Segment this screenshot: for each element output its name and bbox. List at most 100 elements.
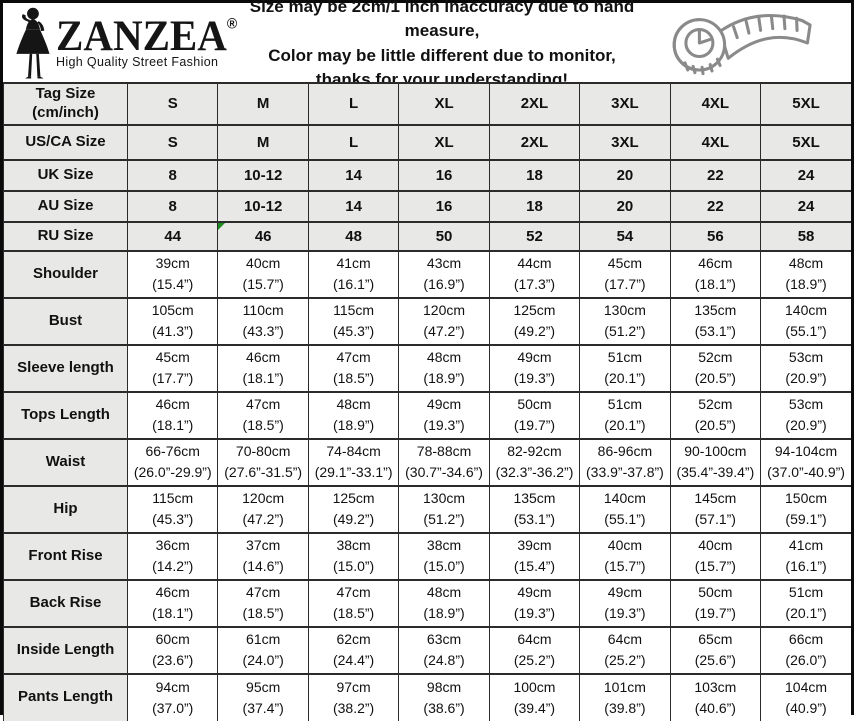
size-cell: 53cm (20.9”) [760, 390, 851, 439]
size-cell: 44 [126, 220, 218, 251]
table-row: Bust 105cm (41.3”) 110cm (43.3”) 115cm (45.… [3, 296, 851, 345]
size-cell: 82-92cm (32.3”-36.2”) [488, 437, 580, 486]
size-cell: 4XL [669, 82, 761, 125]
size-cell: 64cm (25.2”) [488, 625, 580, 674]
size-cell: 150cm (59.1”) [760, 484, 851, 533]
size-cell: 39cm (15.4”) [126, 249, 218, 298]
size-cell: XL [398, 82, 490, 125]
size-cell: 78-88cm (30.7”-34.6”) [398, 437, 490, 486]
table-row: US/CA Size S M L XL 2XL 3XL 4XL 5XL [3, 123, 851, 160]
row-label: Tops Length [3, 390, 128, 439]
size-cell: L [307, 123, 399, 160]
row-label: RU Size [3, 220, 128, 251]
size-cell: 105cm (41.3”) [126, 296, 218, 345]
size-cell: 115cm (45.3”) [126, 484, 218, 533]
size-cell: 8 [126, 189, 218, 222]
size-cell: 65cm (25.6”) [669, 625, 761, 674]
size-cell: 97cm (38.2”) [307, 672, 399, 721]
size-cell: 94cm (37.0”) [126, 672, 218, 721]
cell-note-marker [218, 222, 226, 230]
size-cell: 18 [488, 189, 580, 222]
size-cell: 48cm (18.9”) [760, 249, 851, 298]
size-cell: 22 [669, 189, 761, 222]
table-row: Shoulder 39cm (15.4”) 40cm (15.7”) 41cm (16… [3, 249, 851, 298]
size-cell: 20 [579, 189, 671, 222]
size-cell: 49cm (19.3”) [398, 390, 490, 439]
size-cell: 48 [307, 220, 399, 251]
row-label: Sleeve length [3, 343, 128, 392]
row-label: Front Rise [3, 531, 128, 580]
size-cell: 94-104cm (37.0”-40.9”) [760, 437, 851, 486]
size-cell: 48cm (18.9”) [307, 390, 399, 439]
size-cell: 46cm (18.1”) [217, 343, 309, 392]
row-label: Bust [3, 296, 128, 345]
size-cell: 44cm (17.3”) [488, 249, 580, 298]
size-cell: 24 [760, 158, 851, 191]
size-cell: 86-96cm (33.9”-37.8”) [579, 437, 671, 486]
size-cell: 95cm (37.4”) [217, 672, 309, 721]
size-cell: 20 [579, 158, 671, 191]
size-cell: 38cm (15.0”) [398, 531, 490, 580]
size-cell: 49cm (19.3”) [488, 578, 580, 627]
size-cell: 66-76cm (26.0”-29.9”) [126, 437, 218, 486]
size-cell: 39cm (15.4”) [488, 531, 580, 580]
size-cell: XL [398, 123, 490, 160]
size-cell: M [217, 82, 309, 125]
size-cell: 41cm (16.1”) [307, 249, 399, 298]
size-cell: 14 [307, 189, 399, 222]
table-row: RU Size 44 46 48 50 52 54 56 58 [3, 220, 851, 251]
size-cell: 66cm (26.0”) [760, 625, 851, 674]
size-cell: 46cm (18.1”) [126, 390, 218, 439]
size-cell: L [307, 82, 399, 125]
size-cell: 60cm (23.6”) [126, 625, 218, 674]
size-cell: 40cm (15.7”) [669, 531, 761, 580]
size-cell: 110cm (43.3”) [217, 296, 309, 345]
brand-tagline: High Quality Street Fashion [56, 55, 219, 70]
size-cell: S [126, 123, 218, 160]
table-row: Inside Length 60cm (23.6”) 61cm (24.0”) 62c… [3, 625, 851, 674]
size-cell: 135cm (53.1”) [488, 484, 580, 533]
size-cell: 47cm (18.5”) [307, 578, 399, 627]
table-row: Front Rise 36cm (14.2”) 37cm (14.6”) 38cm (… [3, 531, 851, 580]
size-cell: 46cm (18.1”) [126, 578, 218, 627]
size-cell: 120cm (47.2”) [217, 484, 309, 533]
size-cell: 52 [488, 220, 580, 251]
size-cell: 70-80cm (27.6”-31.5”) [217, 437, 309, 486]
size-cell: 101cm (39.8”) [579, 672, 671, 721]
size-cell: 3XL [579, 123, 671, 160]
size-cell: 4XL [669, 123, 761, 160]
size-cell: 22 [669, 158, 761, 191]
size-cell: 140cm (55.1”) [760, 296, 851, 345]
table-row: Waist 66-76cm (26.0”-29.9”) 70-80cm (27.6”… [3, 437, 851, 486]
size-cell: 10-12 [217, 189, 309, 222]
size-cell: 49cm (19.3”) [579, 578, 671, 627]
table-row: Sleeve length 45cm (17.7”) 46cm (18.1”) 47c… [3, 343, 851, 392]
size-cell: 104cm (40.9”) [760, 672, 851, 721]
table-row: Back Rise 46cm (18.1”) 47cm (18.5”) 47cm (1… [3, 578, 851, 627]
size-cell: 58 [760, 220, 851, 251]
row-label: Shoulder [3, 249, 128, 298]
size-cell: 45cm (17.7”) [126, 343, 218, 392]
size-cell: 56 [669, 220, 761, 251]
size-cell: 50cm (19.7”) [488, 390, 580, 439]
measuring-tape-icon [672, 13, 812, 75]
size-cell: 64cm (25.2”) [579, 625, 671, 674]
brand-name: ZANZEA® [56, 13, 237, 56]
row-label: Tag Size (cm/inch) [3, 82, 128, 125]
row-label: Back Rise [3, 578, 128, 627]
size-cell: 140cm (55.1”) [579, 484, 671, 533]
woman-silhouette-icon [16, 7, 50, 79]
size-cell: 45cm (17.7”) [579, 249, 671, 298]
size-cell: 51cm (20.1”) [579, 343, 671, 392]
table-row: Tag Size (cm/inch) S M L XL 2XL 3XL 4XL 5XL [3, 82, 851, 125]
size-cell: 16 [398, 158, 490, 191]
size-cell: 40cm (15.7”) [579, 531, 671, 580]
size-cell: 52cm (20.5”) [669, 343, 761, 392]
size-cell: 100cm (39.4”) [488, 672, 580, 721]
size-cell: 24 [760, 189, 851, 222]
row-label: Waist [3, 437, 128, 486]
table-row: UK Size 8 10-12 14 16 18 20 22 24 [3, 158, 851, 191]
size-cell: 74-84cm (29.1”-33.1”) [307, 437, 399, 486]
size-cell: 125cm (49.2”) [307, 484, 399, 533]
size-cell: 5XL [760, 82, 851, 125]
